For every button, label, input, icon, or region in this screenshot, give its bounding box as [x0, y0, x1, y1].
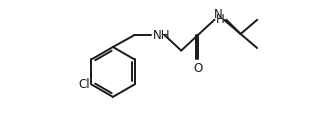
Text: O: O: [193, 62, 202, 75]
Text: NH: NH: [153, 29, 170, 42]
Text: Cl: Cl: [78, 78, 90, 91]
Text: N: N: [214, 8, 223, 21]
Text: H: H: [215, 13, 224, 26]
